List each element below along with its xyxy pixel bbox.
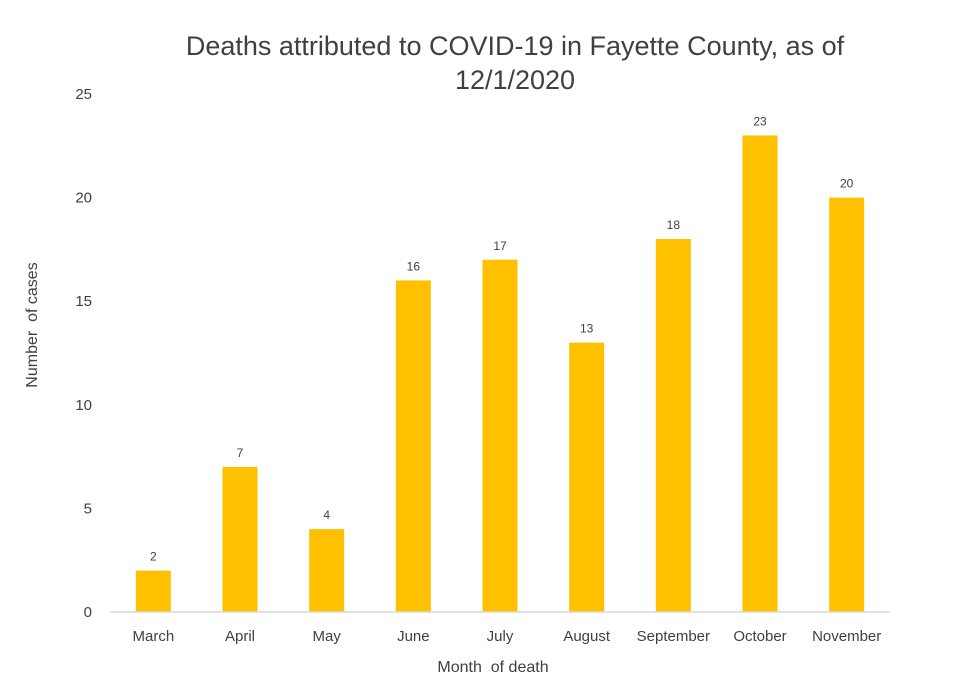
bars-group <box>135 135 865 613</box>
x-tick-label-march: March <box>132 628 174 645</box>
x-tick-label-november: November <box>812 628 881 645</box>
bar-august <box>569 342 605 612</box>
data-label-november: 20 <box>840 177 854 191</box>
y-axis-label: Number of cases <box>24 262 41 387</box>
chart-title-line-1: Deaths attributed to COVID-19 in Fayette… <box>186 31 845 61</box>
bar-april <box>222 466 258 612</box>
data-label-march: 2 <box>150 550 157 564</box>
chart-title-line-2: 12/1/2020 <box>455 65 575 95</box>
data-label-june: 16 <box>407 259 421 273</box>
bar-march <box>135 570 171 612</box>
y-tick-label: 0 <box>84 604 92 621</box>
data-label-september: 18 <box>667 218 681 232</box>
x-axis-label: Month of death <box>437 659 548 676</box>
y-tick-label: 10 <box>75 397 92 414</box>
data-label-october: 23 <box>753 114 767 128</box>
data-label-august: 13 <box>580 322 594 336</box>
data-label-may: 4 <box>323 508 330 522</box>
y-tick-label: 15 <box>75 293 92 310</box>
x-tick-label-october: October <box>733 628 786 645</box>
y-axis-ticks: 0 5 10 15 20 25 <box>75 86 92 621</box>
bar-june <box>395 280 431 612</box>
x-tick-label-june: June <box>397 628 430 645</box>
x-tick-label-september: September <box>637 628 710 645</box>
x-tick-label-august: August <box>563 628 611 645</box>
y-tick-label: 5 <box>84 500 92 517</box>
y-tick-label: 25 <box>75 86 92 103</box>
x-tick-label-april: April <box>225 628 255 645</box>
x-axis-ticks: March April May June July August September Octo… <box>132 628 881 645</box>
bar-may <box>309 529 345 612</box>
bar-november <box>829 197 865 612</box>
data-labels-group: 2 7 4 16 17 13 18 23 20 <box>150 114 854 563</box>
bar-october <box>742 135 778 612</box>
bar-july <box>482 259 518 612</box>
x-tick-label-may: May <box>312 628 341 645</box>
data-label-july: 17 <box>493 239 507 253</box>
bar-september <box>655 239 691 613</box>
data-label-april: 7 <box>237 446 244 460</box>
x-tick-label-july: July <box>487 628 514 645</box>
y-tick-label: 20 <box>75 190 92 207</box>
